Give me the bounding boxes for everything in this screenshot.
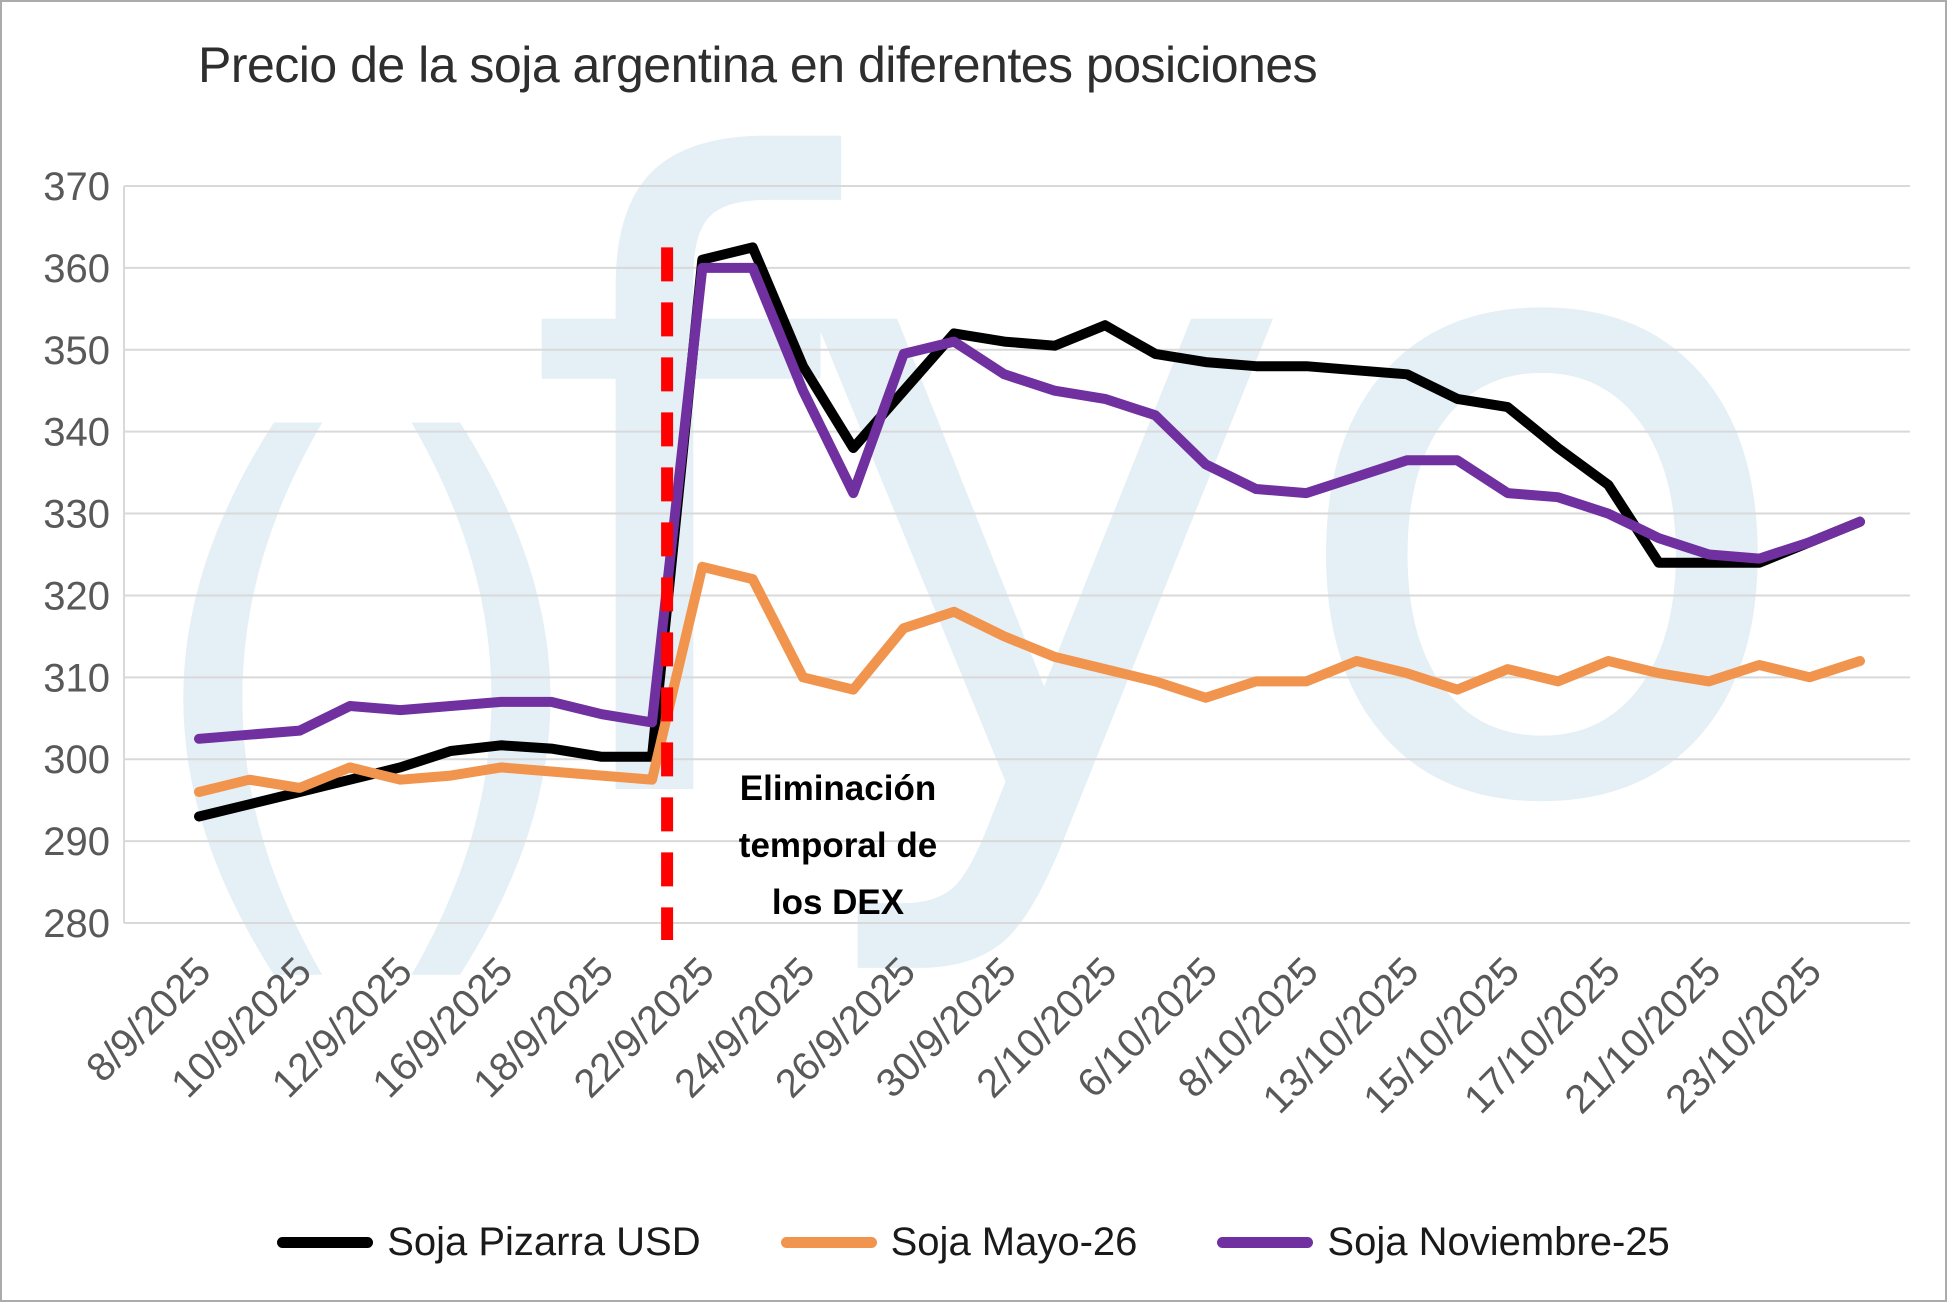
y-axis-tick-label: 370 xyxy=(43,165,110,209)
series-line-soja-noviembre-25 xyxy=(194,262,1865,744)
y-axis-tick-label: 280 xyxy=(43,902,110,946)
y-axis-tick-label: 300 xyxy=(43,738,110,782)
legend-swatch-orange-line xyxy=(780,1237,877,1248)
chart-title: Precio de la soja argentina en diferente… xyxy=(198,37,1318,93)
event-annotation: Eliminación temporal de los DEX xyxy=(638,760,1038,931)
y-axis-tick-label: 330 xyxy=(43,493,110,537)
chart-legend: Soja Pizarra USD Soja Mayo-26 Soja Novie… xyxy=(2,1220,1945,1265)
legend-swatch-black-line xyxy=(277,1237,374,1248)
legend-label: Soja Noviembre-25 xyxy=(1327,1220,1670,1264)
legend-label: Soja Pizarra USD xyxy=(387,1220,701,1264)
legend-item-soja-noviembre-25: Soja Noviembre-25 xyxy=(1217,1220,1670,1265)
y-axis-tick-label: 350 xyxy=(43,329,110,373)
fyo-logo-text-watermark: fyo xyxy=(522,0,1805,992)
y-axis-tick-label: 340 xyxy=(43,411,110,455)
event-annotation-line: temporal de xyxy=(738,826,938,865)
event-annotation-line: Eliminación xyxy=(739,769,937,808)
legend-swatch-purple-line xyxy=(1217,1237,1314,1248)
legend-item-soja-mayo-26: Soja Mayo-26 xyxy=(780,1220,1138,1265)
y-axis-tick-label: 360 xyxy=(43,247,110,291)
legend-label: Soja Mayo-26 xyxy=(890,1220,1138,1264)
y-axis-tick-label: 320 xyxy=(43,574,110,618)
fyo-logo-mark-watermark: () xyxy=(130,319,604,1040)
legend-item-soja-pizarra-usd: Soja Pizarra USD xyxy=(277,1220,701,1265)
series-line-soja-pizarra-usd xyxy=(194,242,1865,822)
y-axis-tick-label: 310 xyxy=(43,656,110,700)
y-axis-tick-label: 290 xyxy=(43,820,110,864)
event-annotation-line: los DEX xyxy=(771,883,905,922)
series-line-soja-mayo-26 xyxy=(194,561,1865,797)
